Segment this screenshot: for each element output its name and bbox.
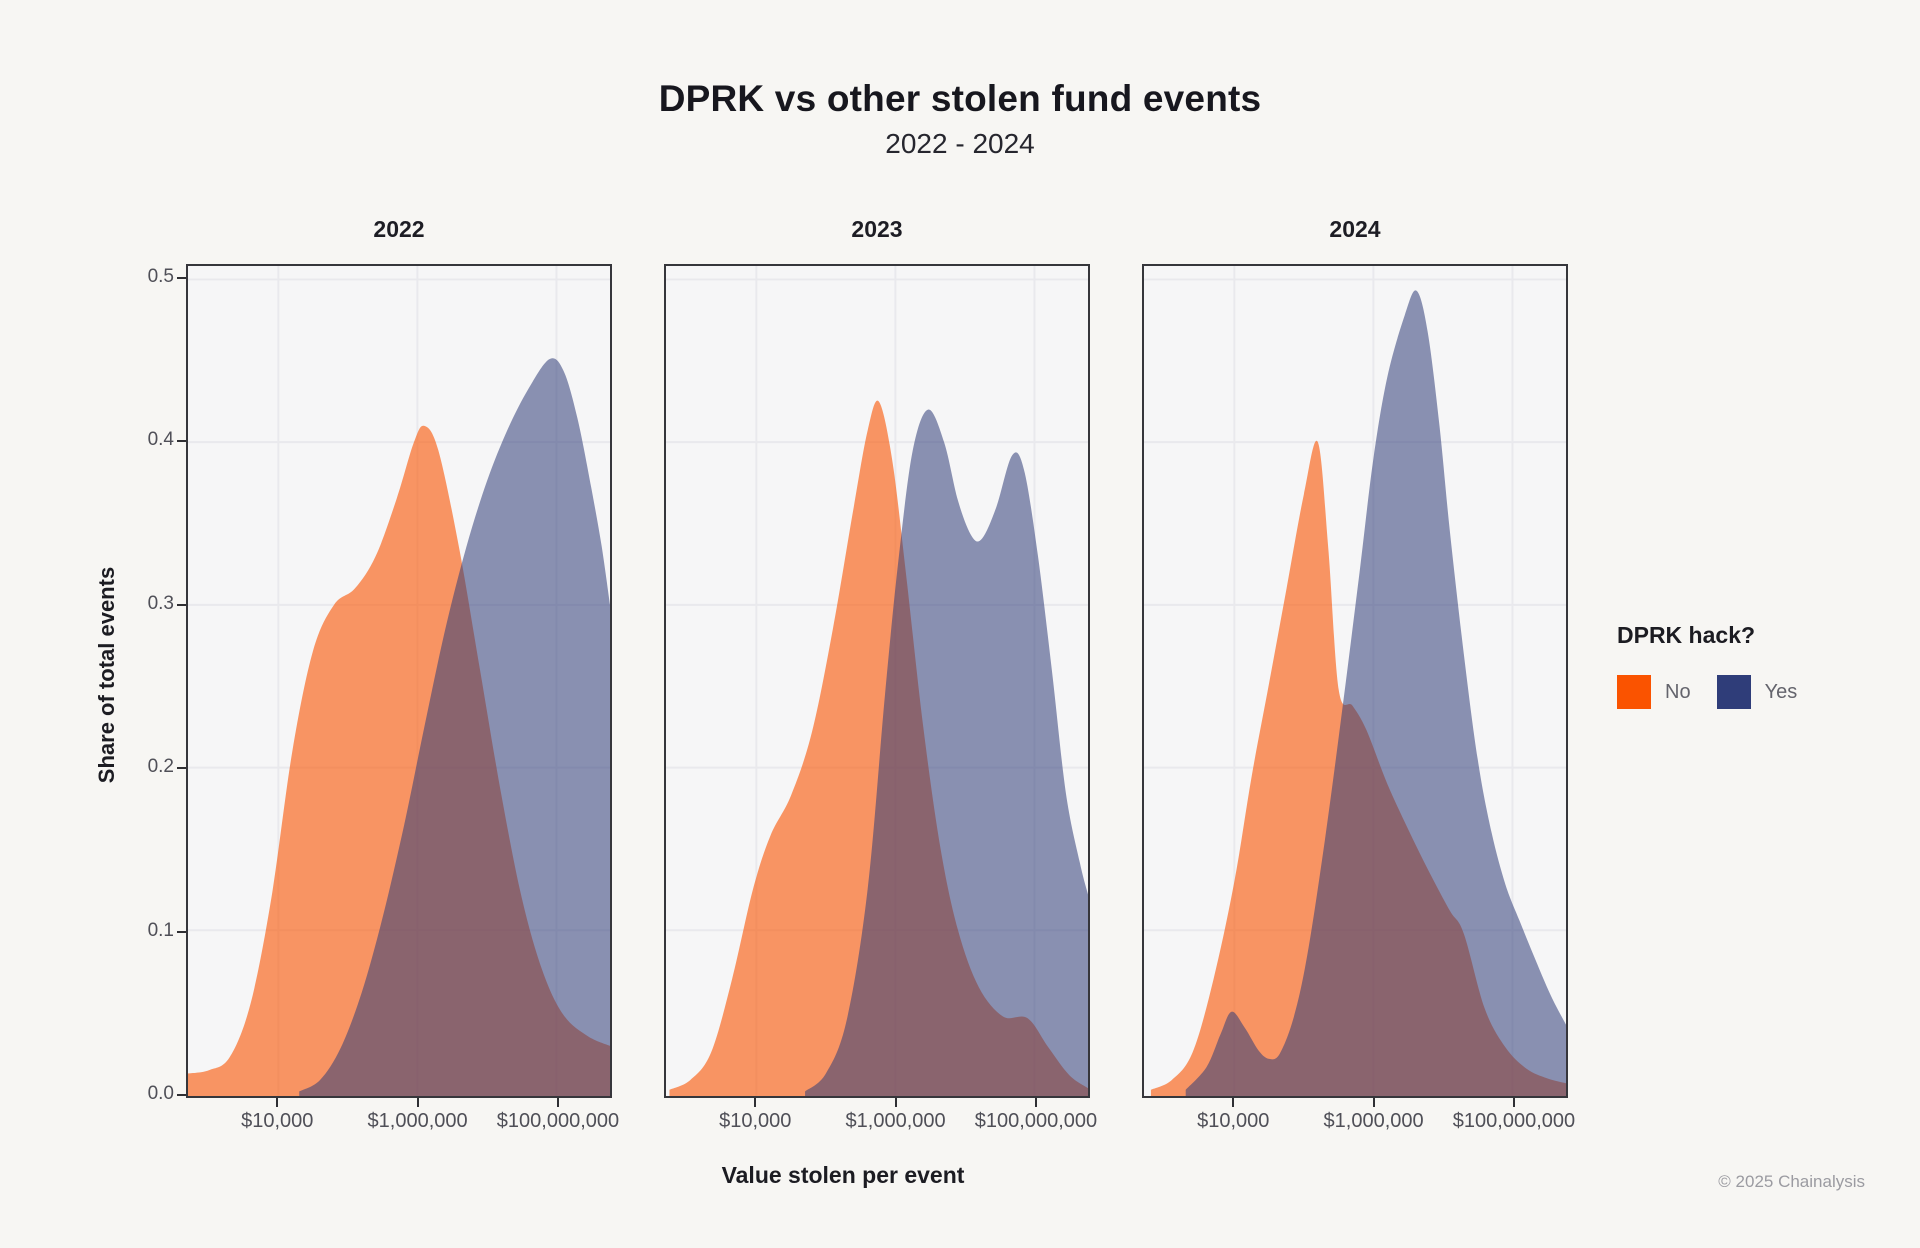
panel-2022 [186,264,612,1098]
density-plot-2022 [188,266,610,1096]
legend-swatch-yes-icon [1716,675,1751,709]
x-tick-mark [276,1098,279,1107]
x-tick-label: $100,000,000 [496,1110,620,1132]
page-title: DPRK vs other stolen fund events [658,78,1262,119]
x-tick-mark [754,1098,757,1107]
density-area-yes-2022 [299,358,610,1096]
x-axis-title: Value stolen per event [721,1162,965,1188]
y-tick-mark [177,930,186,933]
y-tick-mark [177,440,186,442]
x-tick-mark [1232,1098,1235,1107]
y-tick-mark [177,276,186,279]
density-area-yes-2024 [1185,290,1566,1096]
y-tick-label: 0.4 [147,429,174,450]
x-tick-mark [1034,1098,1037,1107]
page-subtitle: 2022 - 2024 [885,128,1035,159]
y-tick-label: 0.5 [147,265,174,287]
y-axis-title: Share of total events [94,566,119,784]
x-tick-label: $100,000,000 [1452,1110,1576,1132]
facet-label-2024: 2024 [1329,216,1381,242]
x-tick-label: $10,000 [241,1110,314,1132]
x-tick-mark [556,1098,559,1107]
density-plot-2023 [666,266,1088,1096]
density-area-no-2023 [669,400,1088,1096]
legend-title: DPRK hack? [1617,622,1756,648]
y-tick-label: 0.0 [147,1083,174,1104]
facet-label-2023: 2023 [851,216,903,242]
legend-label-yes: Yes [1764,680,1798,703]
y-tick-label: 0.1 [147,919,174,941]
y-tick-mark [177,767,186,769]
y-tick-label: 0.2 [147,756,174,777]
legend: DPRK hack? No Yes [1617,622,1823,709]
facet-label-2022: 2022 [373,216,425,242]
y-tick-label: 0.3 [147,592,174,614]
x-tick-label: $10,000 [719,1110,792,1132]
y-tick-mark [177,603,186,606]
x-tick-mark [416,1098,419,1107]
copyright-notice: © 2025 Chainalysis [1718,1172,1865,1191]
density-plot-2024 [1144,266,1566,1096]
legend-items: No Yes [1617,675,1823,709]
y-tick-mark [177,1094,186,1096]
legend-label-no: No [1665,680,1691,703]
x-tick-label: $1,000,000 [367,1110,468,1132]
panel-2023 [664,264,1090,1098]
x-tick-mark [894,1098,897,1107]
x-tick-mark [1372,1098,1375,1107]
x-tick-label: $1,000,000 [1323,1110,1424,1132]
x-tick-mark [1512,1098,1515,1107]
x-tick-label: $100,000,000 [974,1110,1098,1132]
density-area-yes-2023 [805,409,1088,1096]
x-tick-label: $1,000,000 [845,1110,946,1132]
x-tick-label: $10,000 [1197,1110,1270,1132]
panel-2024 [1142,264,1568,1098]
legend-swatch-no-icon [1617,675,1651,709]
